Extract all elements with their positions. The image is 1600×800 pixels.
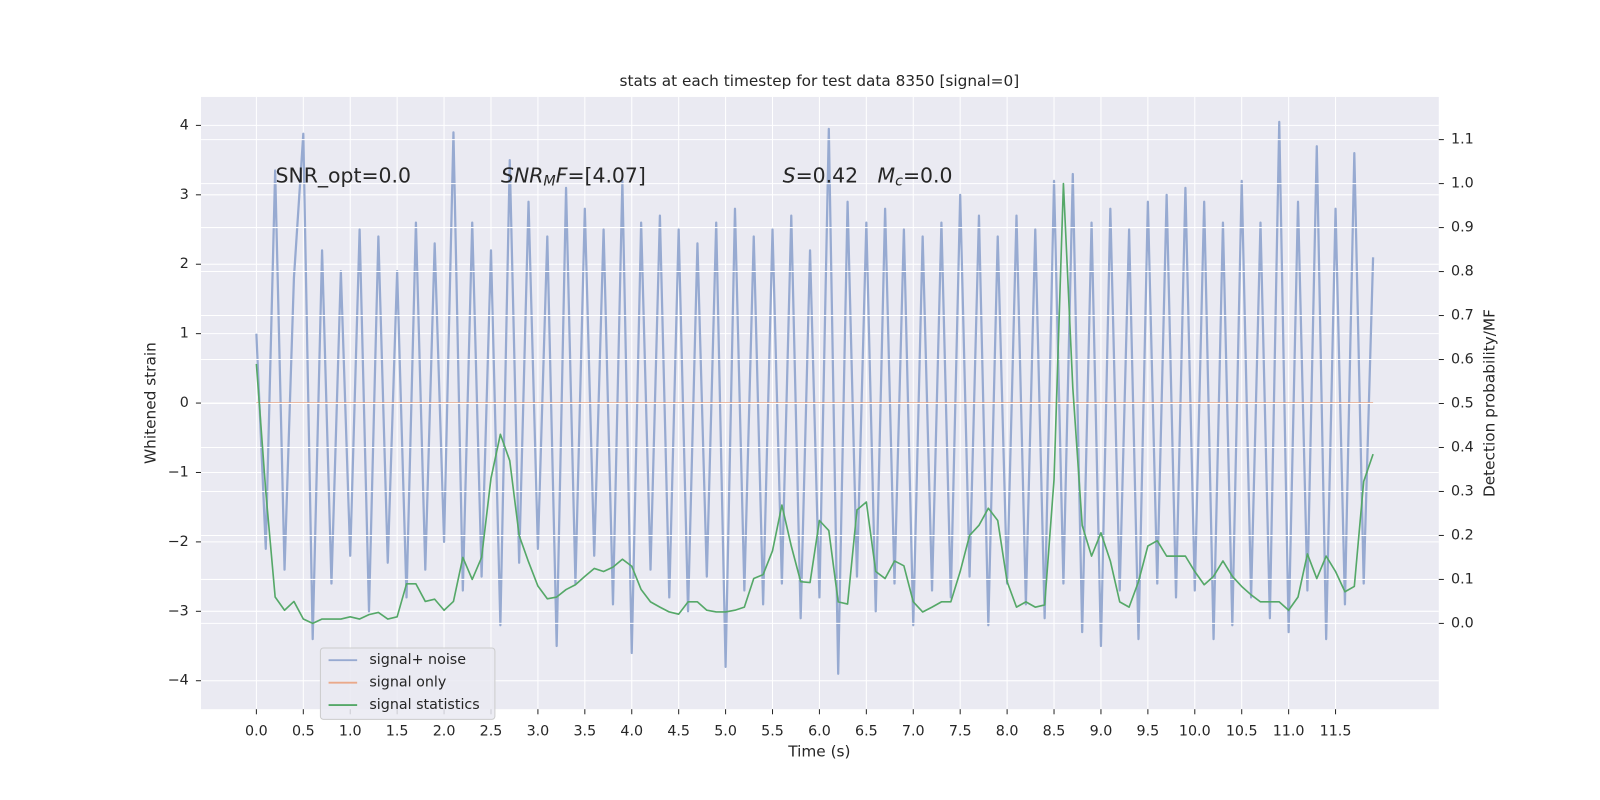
y-tick-label: −1 — [168, 464, 189, 480]
x-tick-label: 0.0 — [245, 724, 268, 740]
x-tick-label: 9.5 — [1137, 724, 1160, 740]
y-tick-label: 4 — [180, 117, 189, 133]
x-tick-label: 3.5 — [573, 724, 596, 740]
x-tick-label: 2.0 — [433, 724, 456, 740]
y-axis-label: Whitened strain — [142, 342, 160, 464]
annotation-part: SNR — [501, 164, 543, 188]
series-line — [255, 182, 1374, 625]
annotation: S=0.42 Mc=0.0 — [783, 164, 953, 190]
y2-tick-label: 0.3 — [1451, 483, 1474, 499]
x-tick-label: 11.5 — [1320, 724, 1352, 740]
legend-label: signal+ noise — [369, 652, 466, 668]
annotation-part: =0.42 — [796, 164, 878, 188]
y-tick-label: 2 — [180, 256, 189, 272]
labels: 0.0 0.5 1.0 1.5 2.0 2.5 3.0 3.5 4.0 4.5 5.0 5.5 6.0 6… — [168, 117, 1474, 739]
x-tick-label: 8.5 — [1043, 724, 1066, 740]
y-tick-label: −3 — [168, 603, 189, 619]
y2-tick-label: 0.6 — [1451, 352, 1474, 368]
y2-tick-label: 1.0 — [1451, 176, 1474, 192]
x-tick-label: 1.0 — [339, 724, 362, 740]
y2-tick-label: 0.4 — [1451, 439, 1474, 455]
x-tick-label: 4.5 — [667, 724, 690, 740]
x-tick-label: 9.0 — [1090, 724, 1113, 740]
x-tick-label: 10.5 — [1226, 724, 1258, 740]
annotation-part: =0.0 — [903, 164, 953, 188]
legend: signal+ noise signal only signal statistic… — [319, 647, 496, 720]
y-tick-label: 1 — [180, 326, 189, 342]
chart-title: stats at each timestep for test data 835… — [620, 72, 1020, 90]
y-tick-label: 0 — [180, 395, 189, 411]
annotation-part: M — [543, 174, 555, 190]
y-tick-label: −2 — [168, 534, 189, 550]
plot-marks — [255, 182, 1374, 625]
grid — [201, 139, 1439, 624]
legend-box — [319, 647, 496, 720]
y-tick-label: 3 — [180, 187, 189, 203]
x-tick-label: 3.0 — [527, 724, 550, 740]
y2-tick-label: 0.9 — [1451, 220, 1474, 236]
x-tick-label: 5.5 — [761, 724, 784, 740]
x-tick-label: 2.5 — [480, 724, 503, 740]
annotation-part: M — [878, 164, 896, 188]
annotation-part: =[4.07] — [567, 164, 645, 188]
y2-axis-label: Detection probability/MF — [1480, 309, 1498, 497]
y2-tick-label: 0.7 — [1451, 308, 1474, 324]
annotation-part: S — [783, 164, 796, 188]
y2-tick-label: 0.2 — [1451, 527, 1474, 543]
y2-tick-label: 0.1 — [1451, 571, 1474, 587]
x-tick-label: 1.5 — [386, 724, 409, 740]
x-tick-label: 7.0 — [902, 724, 925, 740]
y2-tick-label: 0.0 — [1451, 615, 1474, 631]
legend-label: signal statistics — [369, 697, 479, 713]
y2-tick-label: 0.5 — [1451, 396, 1474, 412]
x-tick-label: 7.5 — [949, 724, 972, 740]
x-tick-label: 8.0 — [996, 724, 1019, 740]
series-line — [255, 120, 1375, 675]
legend-label: signal only — [369, 675, 446, 691]
x-tick-label: 6.5 — [855, 724, 878, 740]
y-tick-label: −4 — [168, 673, 189, 689]
y2-tick-label: 0.8 — [1451, 264, 1474, 280]
x-tick-label: 0.5 — [292, 724, 315, 740]
annotation-part: SNR_opt=0.0 — [276, 164, 412, 189]
x-tick-label: 6.0 — [808, 724, 831, 740]
x-tick-label: 11.0 — [1273, 724, 1305, 740]
annotation-part: c — [895, 174, 903, 190]
x-tick-label: 10.0 — [1179, 724, 1211, 740]
x-axis-label: Time (s) — [787, 743, 850, 761]
annotation: SNR_opt=0.0 — [276, 164, 412, 189]
y2-tick-label: 1.1 — [1451, 132, 1474, 148]
x-tick-label: 4.0 — [620, 724, 643, 740]
annotation: SNRMF=[4.07] — [501, 164, 646, 190]
x-tick-label: 5.0 — [714, 724, 737, 740]
annotation-part: F — [556, 164, 568, 188]
